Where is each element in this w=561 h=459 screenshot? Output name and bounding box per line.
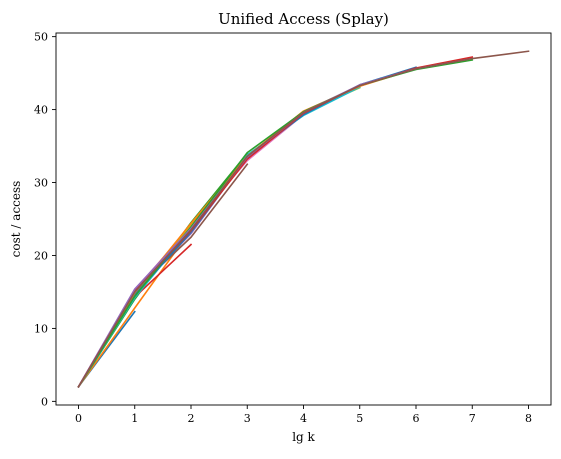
y-tick-label: 30 xyxy=(34,177,48,190)
x-tick-label: 2 xyxy=(188,412,195,425)
chart-title: Unified Access (Splay) xyxy=(218,10,389,28)
series-line-9 xyxy=(77,86,361,388)
series-line-12 xyxy=(77,67,418,388)
x-tick-label: 3 xyxy=(244,412,251,425)
series-line-14 xyxy=(77,56,474,388)
series-line-10 xyxy=(77,85,361,388)
series-line-7 xyxy=(77,85,361,388)
x-tick-label: 8 xyxy=(525,412,532,425)
y-axis: 0 10 20 30 40 50 xyxy=(34,31,56,408)
x-tick-label: 1 xyxy=(131,412,138,425)
series-line-13 xyxy=(77,59,474,388)
series-line-8 xyxy=(77,84,361,388)
x-tick-label: 5 xyxy=(356,412,363,425)
series-line-5 xyxy=(77,112,305,388)
series-layer xyxy=(77,50,530,388)
x-tick-label: 0 xyxy=(75,412,82,425)
plot-area-frame xyxy=(55,32,552,406)
x-tick-label: 7 xyxy=(469,412,476,425)
y-tick-label: 20 xyxy=(34,249,48,262)
series-line-11 xyxy=(77,66,418,388)
x-tick-label: 4 xyxy=(300,412,307,425)
y-tick-label: 10 xyxy=(34,322,48,335)
y-tick-label: 40 xyxy=(34,104,48,117)
x-axis: 0 1 2 3 4 5 6 7 8 xyxy=(75,405,532,425)
series-line-16 xyxy=(77,50,530,388)
x-tick-label: 6 xyxy=(413,412,420,425)
y-tick-label: 0 xyxy=(41,395,48,408)
y-tick-label: 50 xyxy=(34,31,48,44)
x-axis-label: lg k xyxy=(292,430,315,444)
y-axis-label: cost / access xyxy=(9,181,23,258)
series-line-15 xyxy=(77,57,474,388)
